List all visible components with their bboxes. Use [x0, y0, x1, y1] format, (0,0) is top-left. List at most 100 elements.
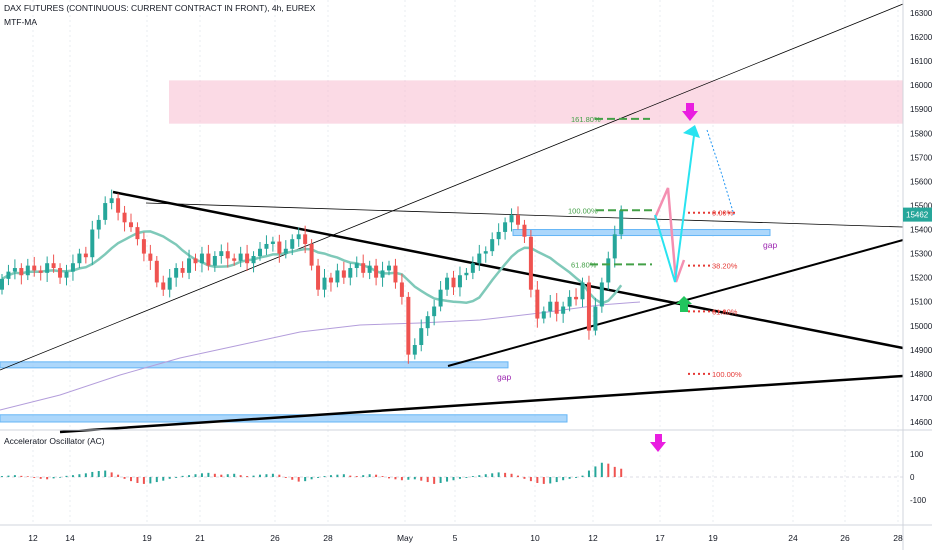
oscillator-bar: [381, 476, 384, 477]
candle-body: [367, 265, 372, 273]
price-tick-label: 16100: [910, 57, 932, 66]
candle-body: [212, 255, 217, 266]
candle-body: [490, 239, 495, 252]
oscillator-title[interactable]: Accelerator Oscillator (AC): [4, 436, 105, 446]
x-tick-label: 12: [588, 533, 598, 543]
candles-layer: [0, 189, 624, 364]
oscillator-bar: [284, 477, 287, 478]
candle-body: [599, 282, 604, 307]
candle-body: [445, 277, 450, 290]
gap-zone: [512, 229, 771, 237]
last-price-label: 15462: [903, 207, 932, 222]
oscillator-bar: [207, 472, 210, 477]
candle-body: [535, 289, 540, 319]
candle-body: [561, 306, 566, 314]
oscillator-bar: [194, 474, 197, 477]
time-axis[interactable]: 12 14 19 21 26 28 May 5 10 12 17 19 24 26 28: [28, 533, 903, 543]
candle-body: [141, 239, 146, 254]
candle-body: [387, 265, 391, 271]
oscillator-tick-label: -100: [910, 496, 927, 505]
candle-body: [154, 260, 159, 283]
candle-body: [122, 212, 127, 223]
price-tick-label: 15600: [910, 177, 932, 186]
x-tick-label: 12: [28, 533, 38, 543]
candle-body: [574, 296, 579, 300]
fib-level-label: 0.00%: [712, 209, 734, 218]
oscillator-bar: [394, 477, 397, 480]
candle-body: [548, 301, 553, 312]
oscillator-bar: [59, 477, 62, 478]
candle-body: [129, 222, 133, 228]
candle-body: [161, 282, 166, 290]
oscillator-bar: [349, 475, 352, 477]
candle-body: [225, 251, 230, 259]
oscillator-tick-label: 0: [910, 473, 915, 482]
trend-line: [59, 374, 904, 434]
candle-body: [238, 253, 243, 261]
candle-body: [516, 215, 520, 225]
oscillator-bar: [587, 470, 590, 477]
oscillator-bar: [426, 477, 429, 483]
chart-title: DAX FUTURES (CONTINUOUS: CURRENT CONTRAC…: [4, 3, 316, 13]
oscillator-bar: [478, 475, 481, 477]
candle-body: [251, 255, 256, 264]
oscillator-bar: [26, 476, 29, 477]
oscillator-bar: [555, 477, 558, 483]
gap-label: gap: [497, 372, 511, 382]
oscillator-bar: [46, 477, 49, 480]
candle-body: [509, 215, 514, 223]
gap-label: gap: [763, 240, 777, 250]
last-price-text: 15462: [906, 211, 929, 220]
indicator-label[interactable]: MTF-MA: [4, 17, 38, 27]
price-tick-label: 14700: [910, 394, 932, 403]
oscillator-bar: [368, 474, 371, 477]
price-tick-label: 15100: [910, 298, 932, 307]
oscillator-bar: [613, 466, 616, 477]
candle-body: [38, 270, 43, 273]
oscillator-bar: [536, 477, 539, 483]
oscillator-bar: [7, 475, 10, 477]
oscillator-bar: [123, 477, 126, 479]
oscillator-bar: [20, 475, 23, 477]
candle-body: [528, 236, 533, 290]
trend-line: [0, 3, 904, 371]
oscillator-bar: [491, 473, 494, 477]
oscillator-bar: [71, 475, 74, 477]
oscillator-bar: [620, 468, 623, 477]
candle-body: [438, 289, 443, 307]
candle-body: [522, 224, 527, 237]
fib-level-label: 100.00%: [568, 206, 598, 215]
x-tick-label: 28: [893, 533, 903, 543]
candle-body: [12, 268, 17, 272]
candle-body: [619, 210, 624, 235]
oscillator-bar: [181, 475, 184, 477]
oscillator-bar: [504, 472, 507, 477]
oscillator-bar: [259, 474, 261, 477]
trendlines-layer: [0, 3, 904, 434]
oscillator-bar: [342, 474, 345, 477]
candle-body: [612, 234, 617, 259]
candle-body: [425, 316, 430, 329]
oscillator-bar: [91, 471, 94, 477]
oscillator-bar: [233, 473, 236, 477]
oscillator-bar: [39, 477, 42, 479]
last-price-bg: [903, 207, 932, 222]
fib-levels-layer: 161.80% 100.00% 61.80% 0.00% 38.20% 61.80% 100…: [568, 115, 742, 379]
oscillator-bar: [265, 474, 268, 477]
oscillator-bar: [168, 477, 171, 479]
projection-layer: [653, 103, 735, 312]
price-axis[interactable]: 16300 16200 16100 16000 15900 15800 15700 15600…: [910, 9, 932, 427]
trend-line: [112, 190, 904, 350]
candle-body: [341, 270, 346, 278]
candle-body: [335, 270, 340, 283]
oscillator-bar: [517, 475, 519, 477]
candle-body: [199, 253, 204, 264]
oscillator-bar: [439, 477, 442, 483]
oscillator-bar: [407, 477, 410, 480]
candle-body: [19, 268, 24, 276]
x-tick-label: 10: [530, 533, 540, 543]
projection-path-pink: [653, 187, 686, 283]
candle-body: [554, 301, 559, 314]
candle-body: [290, 239, 295, 249]
